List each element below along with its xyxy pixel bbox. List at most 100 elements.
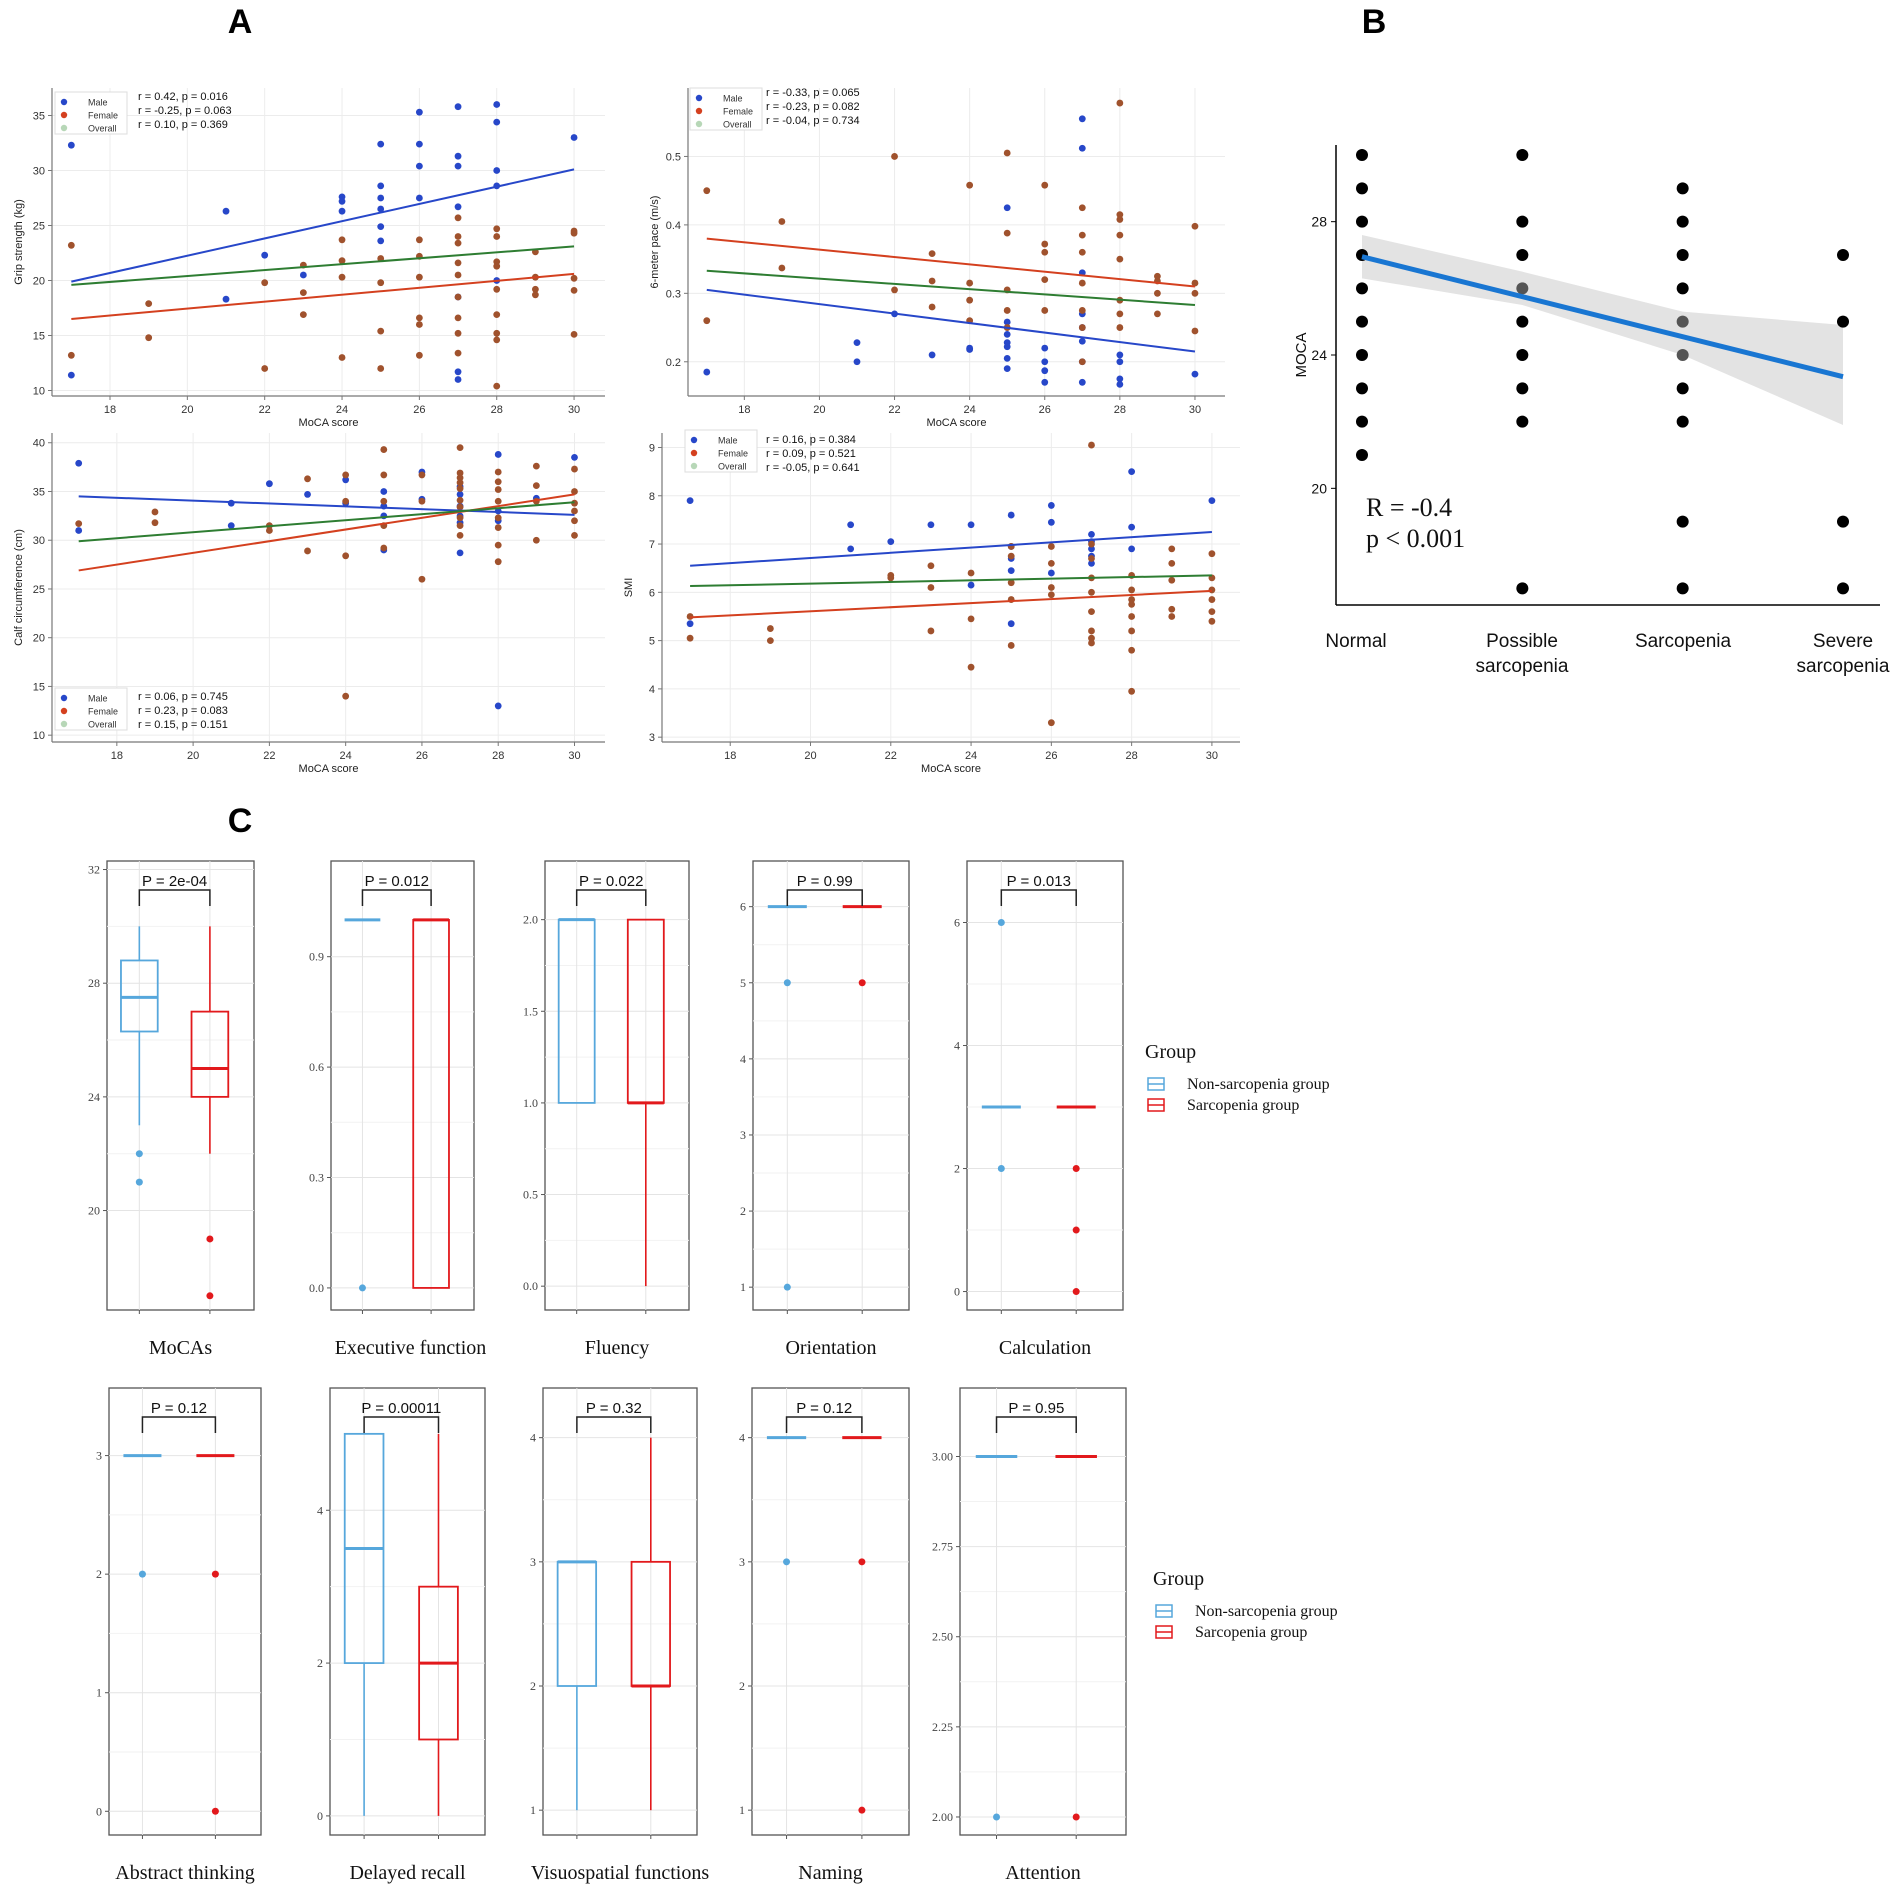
female-point <box>887 574 895 582</box>
category-label: sarcopenia <box>1797 656 1890 677</box>
female-point <box>454 271 462 279</box>
data-point <box>1516 315 1529 328</box>
legend-label: Overall <box>723 120 752 130</box>
y-tick-label: 20 <box>33 633 45 645</box>
data-point <box>1837 515 1849 528</box>
outlier-point <box>1072 1165 1080 1173</box>
data-point <box>1356 182 1368 195</box>
data-point <box>1516 582 1529 595</box>
female-point <box>1154 310 1161 318</box>
y-tick-label: 2.25 <box>932 1720 953 1734</box>
x-axis-label: MoCA score <box>921 763 981 775</box>
female-point <box>1088 627 1095 635</box>
female-point <box>1168 576 1176 584</box>
female-point <box>493 329 501 337</box>
y-tick-label: 4 <box>649 684 655 696</box>
legend-label: Male <box>723 94 743 104</box>
female-point <box>1208 608 1216 616</box>
data-point <box>1837 582 1849 595</box>
y-tick-label: 1.5 <box>523 1004 538 1018</box>
male-point <box>67 371 75 379</box>
overall-fit-line <box>78 501 575 543</box>
female-point <box>1041 307 1049 314</box>
legend-label: Overall <box>88 124 117 134</box>
male-point <box>1088 559 1095 567</box>
male-fit-line <box>706 288 1196 353</box>
female-fit-line <box>78 493 575 572</box>
female-point <box>456 444 464 452</box>
chart-c2: 0.0 0.3 0.6 0.9 P = 0.012 Executive function <box>309 860 487 1359</box>
panel-label-c: C <box>228 802 253 840</box>
female-point <box>1047 719 1055 727</box>
female-point <box>494 486 502 493</box>
male-point <box>415 194 423 202</box>
y-tick-label: 1 <box>96 1686 102 1700</box>
male-point <box>493 167 501 174</box>
x-tick-label: 28 <box>491 404 503 416</box>
female-point <box>494 468 502 476</box>
female-point <box>456 474 464 482</box>
x-tick-label: 22 <box>263 750 275 762</box>
female-point <box>1007 642 1015 649</box>
female-point <box>1088 540 1095 548</box>
female-point <box>1003 149 1011 157</box>
male-point <box>454 368 462 376</box>
male-point <box>227 499 235 507</box>
p-value-label: P = 0.022 <box>579 873 643 890</box>
female-point <box>456 514 464 522</box>
legend-label: Sarcopenia group <box>1195 1624 1307 1641</box>
outlier-point <box>1072 1226 1080 1234</box>
female-point <box>928 303 936 311</box>
y-tick-label: 4 <box>530 1431 536 1445</box>
data-point <box>1356 382 1368 395</box>
male-point <box>377 182 385 190</box>
data-point <box>1676 349 1689 361</box>
x-tick-label: 28 <box>1126 750 1138 762</box>
female-point <box>571 465 578 473</box>
chart-c10: 2.00 2.25 2.50 2.75 3.00 P = 0.95 Attention <box>932 1387 1127 1884</box>
female-point <box>1116 211 1124 219</box>
male-point <box>703 368 711 376</box>
female-point <box>1116 310 1124 318</box>
female-point <box>532 536 540 544</box>
y-tick-label: 2 <box>739 1679 745 1693</box>
legend-label: Male <box>88 694 108 704</box>
subplot-title: Executive function <box>335 1337 487 1359</box>
male-point <box>1088 530 1095 538</box>
female-point <box>1191 327 1199 335</box>
male-point <box>265 480 273 488</box>
female-point <box>1078 307 1086 314</box>
y-tick-label: 5 <box>649 636 655 648</box>
x-tick-label: 18 <box>724 750 736 762</box>
correlation-stat: r = 0.42, p = 0.016 <box>138 91 228 103</box>
p-value-label: P = 2e-04 <box>142 873 207 890</box>
y-tick-label: 7 <box>649 539 655 551</box>
female-point <box>1078 248 1086 256</box>
female-point <box>1041 276 1049 284</box>
y-tick-label: 8 <box>649 491 655 503</box>
male-point <box>1007 567 1015 575</box>
female-point <box>493 233 501 240</box>
outlier-point <box>138 1570 146 1578</box>
x-tick-label: 28 <box>1114 404 1126 416</box>
data-point <box>1676 415 1689 428</box>
p-value-label: P = 0.12 <box>151 1400 207 1417</box>
male-point <box>571 453 578 461</box>
male-point <box>222 295 230 303</box>
female-point <box>967 569 975 577</box>
female-point <box>1041 181 1049 189</box>
male-point <box>261 251 269 259</box>
panel-label-b: B <box>1362 3 1387 41</box>
male-point <box>887 538 895 546</box>
y-tick-label: 0.2 <box>666 357 681 369</box>
x-tick-label: 30 <box>568 750 580 762</box>
male-point <box>75 527 83 534</box>
y-tick-label: 4 <box>739 1431 745 1445</box>
outlier-point <box>206 1235 214 1243</box>
male-point <box>1003 354 1011 362</box>
y-tick-label: 3 <box>649 732 655 744</box>
female-point <box>456 485 464 492</box>
female-point <box>380 544 388 552</box>
legend-title: Group <box>1145 1041 1196 1063</box>
